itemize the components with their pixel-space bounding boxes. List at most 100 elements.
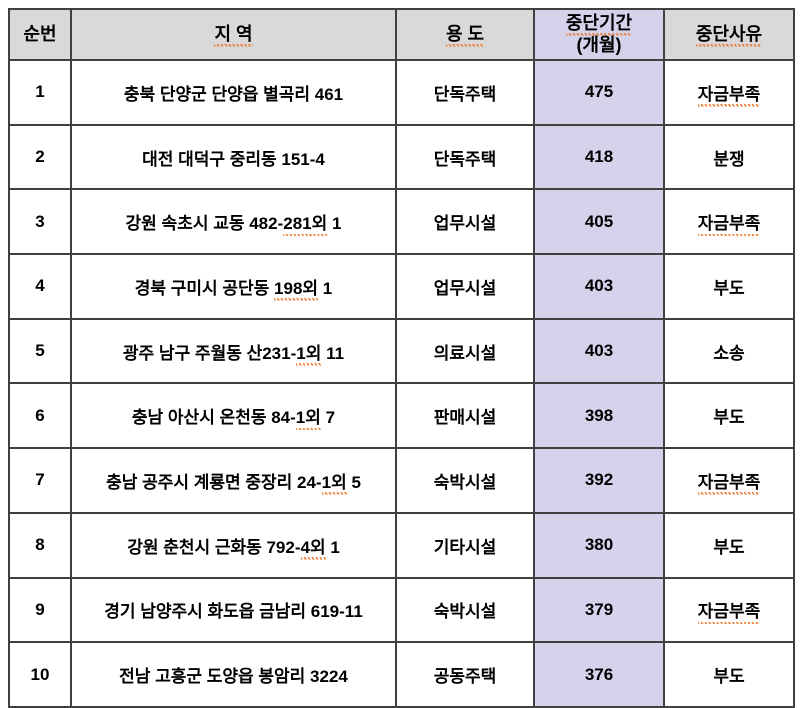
table-body: 1 충북 단양군 단양읍 별곡리 461 단독주택 475 자금부족 2 대전 …: [8, 59, 795, 708]
table-row: 8 강원 춘천시 근화동 792-4외 1 기타시설 380 부도: [8, 511, 795, 579]
header-reason: 중단사유: [663, 8, 795, 61]
header-row: 순번 지 역 용 도 중단기간 (개월) 중단사유: [8, 8, 795, 61]
suspended-sites-table-wrap: 순번 지 역 용 도 중단기간 (개월) 중단사유 1 충북 단양군 단양읍 별…: [8, 8, 795, 708]
cell-months: 392: [533, 447, 665, 514]
cell-months: 380: [533, 511, 665, 579]
cell-months: 403: [533, 253, 665, 320]
region-text-tail: 1: [325, 537, 340, 557]
months-value: 403: [584, 276, 614, 296]
header-months-label-line2: (개월): [576, 34, 622, 55]
cell-no: 10: [8, 641, 72, 708]
cell-no: 2: [8, 123, 72, 191]
header-reason-label: 중단사유: [695, 23, 763, 47]
cell-reason: 자금부족: [663, 188, 795, 256]
table-row: 5 광주 남구 주월동 산231-1외 11 의료시설 403 소송: [8, 317, 795, 385]
cell-no: 8: [8, 511, 72, 579]
row-number: 6: [35, 405, 45, 425]
cell-region: 전남 고흥군 도양읍 봉암리 3224: [70, 641, 397, 708]
months-value: 380: [584, 535, 614, 555]
reason-text: 소송: [713, 343, 745, 363]
months-value: 418: [584, 147, 614, 167]
row-number: 4: [35, 276, 45, 296]
cell-use: 단독주택: [395, 123, 535, 191]
cell-reason: 부도: [663, 641, 795, 708]
cell-use: 기타시설: [395, 511, 535, 579]
header-use-label: 용 도: [445, 23, 485, 47]
table-row: 4 경북 구미시 공단동 198외 1 업무시설 403 부도: [8, 253, 795, 320]
cell-use: 숙박시설: [395, 576, 535, 644]
cell-reason: 자금부족: [663, 576, 795, 644]
months-value: 475: [584, 82, 614, 102]
row-number: 10: [30, 664, 50, 684]
region-text: 광주 남구 주월동 산231-: [122, 343, 297, 363]
months-value: 403: [584, 341, 614, 361]
region-text: 강원 춘천시 근화동 792-: [127, 537, 301, 557]
table-row: 10 전남 고흥군 도양읍 봉암리 3224 공동주택 376 부도: [8, 641, 795, 708]
region-text-tail: 7: [320, 408, 336, 428]
cell-reason: 분쟁: [663, 123, 795, 191]
cell-no: 4: [8, 253, 72, 320]
cell-no: 1: [8, 59, 72, 126]
cell-use: 업무시설: [395, 188, 535, 256]
cell-months: 418: [533, 123, 665, 191]
region-text-tail: 1: [318, 278, 333, 298]
table-row: 7 충남 공주시 계룡면 중장리 24-1외 5 숙박시설 392 자금부족: [8, 447, 795, 514]
header-no: 순번: [8, 8, 72, 61]
months-value: 398: [584, 405, 614, 425]
cell-no: 7: [8, 447, 72, 514]
cell-reason: 자금부족: [663, 447, 795, 514]
header-region-label: 지 역: [214, 23, 253, 47]
region-text-misspelled: 4외: [300, 537, 326, 560]
use-type: 업무시설: [433, 214, 497, 234]
months-value: 405: [584, 211, 614, 231]
months-value: 379: [584, 599, 614, 619]
cell-region: 경북 구미시 공단동 198외 1: [70, 253, 397, 320]
use-type: 단독주택: [433, 149, 497, 169]
reason-text: 부도: [713, 537, 745, 557]
row-number: 8: [35, 535, 45, 555]
region-text-misspelled: 281외: [283, 214, 328, 237]
reason-text: 부도: [713, 408, 745, 428]
use-type: 의료시설: [433, 343, 497, 363]
reason-text: 부도: [713, 278, 745, 298]
cell-region: 충남 공주시 계룡면 중장리 24-1외 5: [70, 447, 397, 514]
table-row: 9 경기 남양주시 화도읍 금남리 619-11 숙박시설 379 자금부족: [8, 576, 795, 644]
reason-text: 자금부족: [697, 602, 761, 625]
months-value: 376: [584, 664, 614, 684]
reason-text: 자금부족: [697, 472, 761, 495]
row-number: 3: [35, 211, 45, 231]
table-header: 순번 지 역 용 도 중단기간 (개월) 중단사유: [8, 8, 795, 61]
reason-text: 부도: [713, 667, 745, 687]
region-text: 대전 대덕구 중리동 151-4: [142, 149, 325, 169]
region-text: 경기 남양주시 화도읍 금남리 619-11: [104, 602, 363, 622]
cell-use: 의료시설: [395, 317, 535, 385]
cell-use: 업무시설: [395, 253, 535, 320]
region-text-misspelled: 1외: [295, 408, 321, 431]
cell-use: 공동주택: [395, 641, 535, 708]
cell-reason: 부도: [663, 511, 795, 579]
suspended-sites-table: 순번 지 역 용 도 중단기간 (개월) 중단사유 1 충북 단양군 단양읍 별…: [8, 8, 795, 708]
row-number: 5: [35, 341, 45, 361]
use-type: 판매시설: [433, 408, 497, 428]
region-text-misspelled: 198외: [274, 278, 319, 301]
cell-no: 9: [8, 576, 72, 644]
region-text: 충북 단양군 단양읍 별곡리 461: [123, 84, 344, 104]
region-text: 경북 구미시 공단동: [134, 278, 275, 298]
header-months: 중단기간 (개월): [533, 8, 665, 61]
table-row: 2 대전 대덕구 중리동 151-4 단독주택 418 분쟁: [8, 123, 795, 191]
cell-region: 대전 대덕구 중리동 151-4: [70, 123, 397, 191]
row-number: 2: [35, 147, 45, 167]
cell-months: 398: [533, 382, 665, 450]
cell-no: 5: [8, 317, 72, 385]
region-text: 충남 공주시 계룡면 중장리 24-: [106, 472, 322, 492]
table-row: 6 충남 아산시 온천동 84-1외 7 판매시설 398 부도: [8, 382, 795, 450]
cell-months: 475: [533, 59, 665, 126]
cell-reason: 부도: [663, 382, 795, 450]
region-text: 전남 고흥군 도양읍 봉암리 3224: [119, 667, 348, 687]
cell-no: 3: [8, 188, 72, 256]
cell-no: 6: [8, 382, 72, 450]
use-type: 숙박시설: [433, 472, 497, 492]
region-text-misspelled: 1외: [296, 343, 322, 366]
region-text-tail: 11: [321, 343, 345, 363]
region-text-tail: 1: [327, 214, 342, 234]
